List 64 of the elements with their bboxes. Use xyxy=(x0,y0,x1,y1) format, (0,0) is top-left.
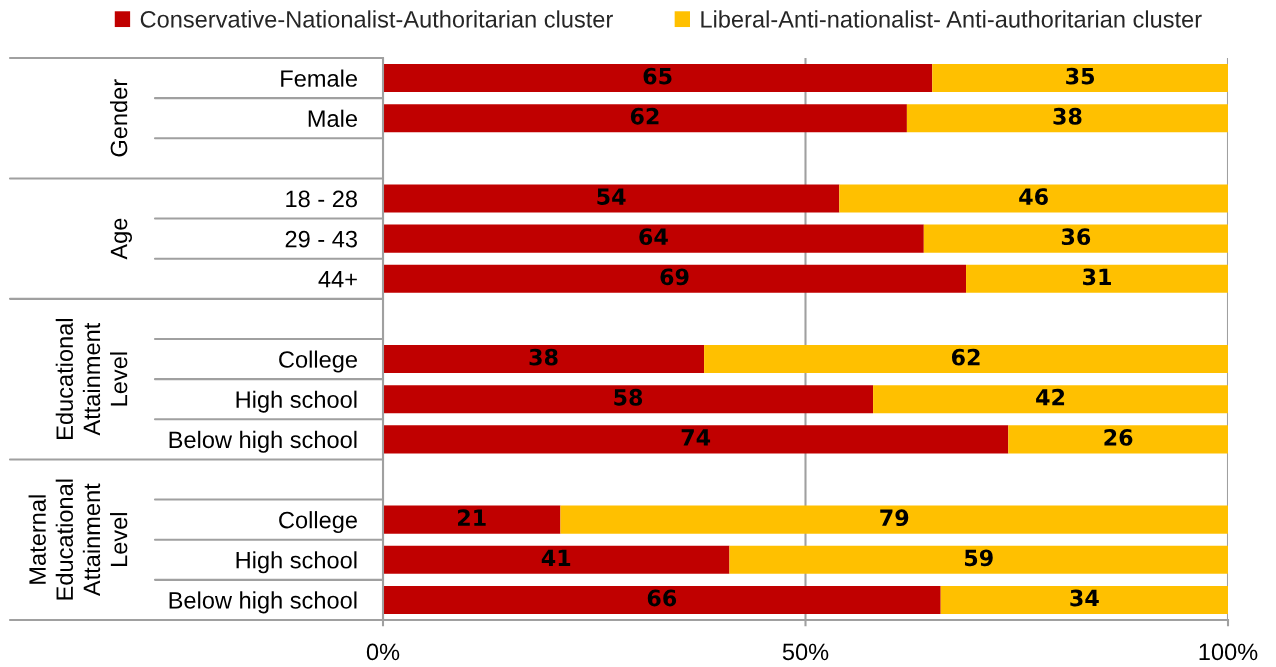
data-label: 58 xyxy=(614,388,643,406)
data-label: 54 xyxy=(597,188,626,205)
y-tick-label: Male xyxy=(308,109,357,127)
bar xyxy=(839,184,1228,213)
text: Educational Attainment Level xyxy=(55,319,128,439)
data-label: 79 xyxy=(880,509,909,527)
y-tick-label: High school xyxy=(236,390,357,413)
x-tick-label: 100% xyxy=(1199,643,1258,661)
y-tick-label: 29 - 43 xyxy=(285,230,357,248)
y-tick-label: 44+ xyxy=(318,271,357,288)
x-tick-label: 0% xyxy=(366,643,400,661)
data-label: 66 xyxy=(647,589,677,607)
data-label: 41 xyxy=(541,549,571,566)
bar xyxy=(383,184,840,213)
data-label: 69 xyxy=(660,268,689,286)
bar xyxy=(383,264,967,293)
bar xyxy=(932,64,1228,93)
y-tick-label: College xyxy=(279,350,357,373)
bar xyxy=(940,585,1228,614)
bar xyxy=(383,425,1009,454)
data-label: 59 xyxy=(964,549,993,567)
x-tick-label: 50% xyxy=(782,643,829,661)
bar xyxy=(873,385,1228,414)
bar xyxy=(383,505,561,534)
data-label: 64 xyxy=(639,228,668,246)
bar xyxy=(560,505,1228,534)
data-label: 26 xyxy=(1104,429,1133,446)
data-label: 35 xyxy=(1066,67,1095,85)
bar xyxy=(704,345,1228,374)
y-tick-label: 18 - 28 xyxy=(286,190,357,208)
legend-label: Conservative-Nationalist-Authoritarian cluster xyxy=(140,10,613,28)
bar xyxy=(383,104,907,133)
data-label: 74 xyxy=(681,429,711,446)
y-tick-label: Below high school xyxy=(169,591,357,614)
text: Gender xyxy=(109,79,128,157)
data-label: 36 xyxy=(1061,228,1091,246)
bar xyxy=(383,385,874,414)
y-tick-label: Female xyxy=(281,69,357,87)
y-tick-label: High school xyxy=(236,551,357,574)
bar xyxy=(923,224,1228,253)
bar xyxy=(383,64,933,93)
data-label: 31 xyxy=(1083,268,1111,286)
bar xyxy=(383,585,941,614)
bar xyxy=(383,545,730,574)
data-label: 34 xyxy=(1070,589,1099,607)
data-label: 42 xyxy=(1036,388,1065,406)
data-label: 46 xyxy=(1019,188,1048,205)
data-label: 65 xyxy=(643,67,672,85)
data-label: 62 xyxy=(630,107,659,125)
legend-label: Liberal-Anti-nationalist- Anti-authoritarian cluster xyxy=(701,10,1202,28)
data-label: 62 xyxy=(951,348,980,366)
y-tick-label: Below high school xyxy=(169,430,357,453)
bar xyxy=(383,345,705,374)
text: Maternal Educational Attainment Level xyxy=(28,479,128,600)
text: Age xyxy=(110,218,132,260)
bar xyxy=(729,545,1228,574)
bar xyxy=(906,104,1228,133)
data-label: 21 xyxy=(458,509,486,526)
bar xyxy=(966,264,1228,293)
y-tick-label: College xyxy=(279,511,357,534)
bar xyxy=(1008,425,1228,454)
data-label: 38 xyxy=(1053,107,1082,125)
data-label: 38 xyxy=(529,348,558,366)
bar xyxy=(383,224,924,253)
